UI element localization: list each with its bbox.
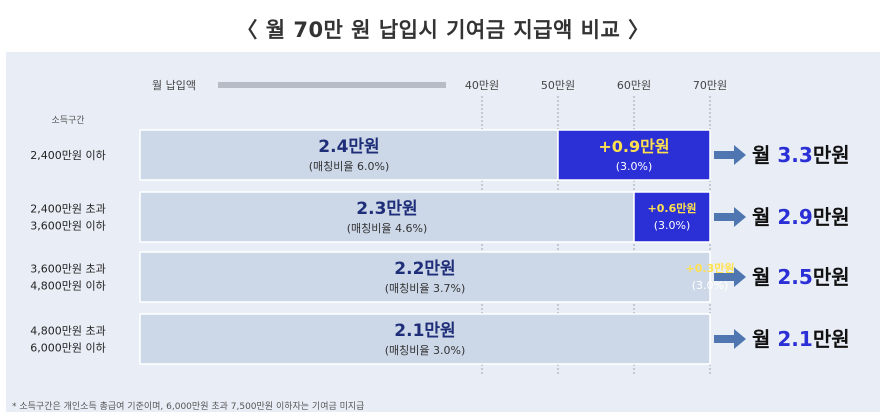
base-bar (139, 191, 635, 243)
tick-label: 60만원 (617, 79, 651, 92)
matching-rate-label: (매칭비율 3.0%) (385, 344, 466, 357)
axis-label: 월 납입액 (152, 79, 196, 92)
bonus-rate-label: (3.0%) (654, 219, 691, 232)
page-title: 〈 월 70만 원 납입시 기여금 지급액 비교 〉 (236, 18, 650, 42)
category-label: 4,800만원 초과 (30, 325, 105, 338)
matching-rate-label: (매칭비율 4.6%) (347, 222, 428, 235)
total-prefix: 월 (752, 265, 777, 289)
base-value-label: 2.2만원 (394, 259, 455, 279)
base-bar (139, 129, 559, 181)
category-label: 3,600만원 초과 (30, 263, 105, 276)
bonus-value-label: +0.3만원 (686, 261, 735, 275)
axis-header-bar (218, 82, 446, 88)
total-prefix: 월 (752, 327, 777, 351)
total-value: 3.3 (777, 143, 812, 167)
bonus-bar (557, 129, 711, 181)
base-bar (139, 313, 711, 365)
total-unit: 만원 (813, 143, 850, 167)
total-value: 2.1 (777, 327, 812, 351)
arrow-icon (714, 267, 746, 287)
bonus-rate-label: (3.0%) (692, 279, 729, 292)
total-prefix: 월 (752, 143, 777, 167)
total-value: 2.5 (777, 265, 812, 289)
category-label: 2,400만원 초과 (30, 203, 105, 216)
base-value-label: 2.3만원 (356, 199, 417, 219)
tick-label: 40만원 (465, 79, 499, 92)
base-bar (139, 251, 711, 303)
bonus-value-label: +0.6만원 (648, 201, 697, 215)
footnote: * 소득구간은 개인소득 총급여 기준이며, 6,000만원 초과 7,500만… (12, 400, 364, 412)
matching-rate-label: (매칭비율 3.7%) (385, 282, 466, 295)
bonus-rate-label: (3.0%) (616, 160, 653, 173)
tick-label: 70만원 (693, 79, 727, 92)
base-value-label: 2.4만원 (318, 137, 379, 157)
total-unit: 만원 (813, 205, 850, 229)
total-label: 월 3.3만원 (752, 143, 850, 167)
matching-rate-label: (매칭비율 6.0%) (309, 160, 390, 173)
bonus-value-label: +0.9만원 (598, 137, 669, 156)
total-label: 월 2.5만원 (752, 265, 850, 289)
category-label: 4,800만원 이하 (30, 279, 105, 293)
category-label: 6,000만원 이하 (30, 341, 105, 355)
category-header: 소득구간 (51, 115, 84, 126)
total-unit: 만원 (813, 265, 850, 289)
arrow-icon (714, 145, 746, 165)
arrow-icon (714, 207, 746, 227)
arrow-icon (714, 329, 746, 349)
bonus-bar (633, 191, 711, 243)
total-label: 월 2.1만원 (752, 327, 850, 351)
total-label: 월 2.9만원 (752, 205, 850, 229)
total-unit: 만원 (813, 327, 850, 351)
category-label: 3,600만원 이하 (30, 219, 105, 233)
base-value-label: 2.1만원 (394, 321, 455, 341)
tick-label: 50만원 (541, 79, 575, 92)
category-label: 2,400만원 이하 (30, 148, 105, 162)
total-prefix: 월 (752, 205, 777, 229)
total-value: 2.9 (777, 205, 812, 229)
